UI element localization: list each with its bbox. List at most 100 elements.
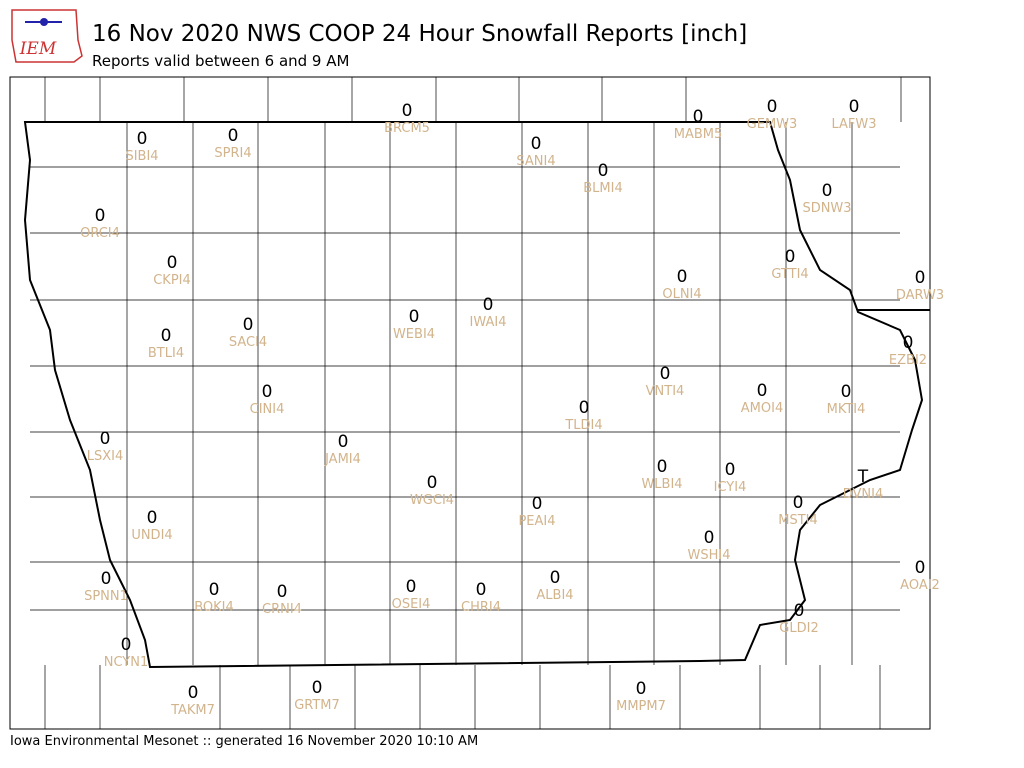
station-value: 0 <box>725 460 736 480</box>
station-label: SPRI4 <box>214 146 251 161</box>
station-value: 0 <box>402 101 413 121</box>
station-value: 0 <box>188 683 199 703</box>
station-label: CKPI4 <box>153 273 191 288</box>
station-label: BOKI4 <box>194 600 234 615</box>
station-value: 0 <box>767 97 778 117</box>
station-label: TAKM7 <box>170 703 215 718</box>
state-border <box>23 121 924 669</box>
station-value: 0 <box>95 206 106 226</box>
station-label: GLDI2 <box>779 621 818 636</box>
station-value: 0 <box>121 635 132 655</box>
station-label: OSEI4 <box>392 597 431 612</box>
station-value: 0 <box>427 473 438 493</box>
station-label: CINI4 <box>250 402 285 417</box>
station-label: JAMI4 <box>324 452 361 467</box>
station-value: 0 <box>849 97 860 117</box>
station-value: 0 <box>785 247 796 267</box>
station-label: OLNI4 <box>662 287 701 302</box>
station-value: 0 <box>409 307 420 327</box>
logo-text: IEM <box>19 39 57 59</box>
station-value: 0 <box>915 558 926 578</box>
station-label: LSXI4 <box>87 449 124 464</box>
station-value: 0 <box>100 429 111 449</box>
station-value: 0 <box>406 577 417 597</box>
station-label: BLMI4 <box>583 181 622 196</box>
county-lines <box>30 77 902 729</box>
station-label: TLDI4 <box>564 418 602 433</box>
station-label: MSTI4 <box>778 513 818 528</box>
station-label: EZBI2 <box>889 353 927 368</box>
station-value: 0 <box>903 333 914 353</box>
station-label: CRNI4 <box>262 602 302 617</box>
station-value: 0 <box>677 267 688 287</box>
station-value: 0 <box>915 268 926 288</box>
station-value: 0 <box>161 326 172 346</box>
station-value: 0 <box>312 678 323 698</box>
footer: Iowa Environmental Mesonet :: generated … <box>10 734 478 749</box>
station-label: SIBI4 <box>125 149 158 164</box>
station-value: T <box>857 467 869 487</box>
station-value: 0 <box>579 398 590 418</box>
station-value: 0 <box>841 382 852 402</box>
station-label: DVNI4 <box>843 487 884 502</box>
station-label: IWAI4 <box>470 315 507 330</box>
station-label: AOAI2 <box>900 578 940 593</box>
station-label: DARW3 <box>896 288 944 303</box>
title: 16 Nov 2020 NWS COOP 24 Hour Snowfall Re… <box>92 21 747 47</box>
station-value: 0 <box>657 457 668 477</box>
station-value: 0 <box>228 126 239 146</box>
station-label: MMPM7 <box>616 699 666 714</box>
station-label: AMOI4 <box>741 401 783 416</box>
station-value: 0 <box>209 580 220 600</box>
station-label: LAFW3 <box>831 117 876 132</box>
station-label: MABM5 <box>674 127 723 142</box>
station-value: 0 <box>822 181 833 201</box>
station-value: 0 <box>793 493 804 513</box>
station-label: CHRI4 <box>461 600 501 615</box>
logo: IEM <box>11 9 83 63</box>
subtitle: Reports valid between 6 and 9 AM <box>92 52 349 70</box>
station-label: SDNW3 <box>802 201 851 216</box>
station-value: 0 <box>277 582 288 602</box>
station-label: ICYI4 <box>714 480 747 495</box>
station-value: 0 <box>167 253 178 273</box>
station-label: WGCI4 <box>410 493 454 508</box>
station-value: 0 <box>338 432 349 452</box>
station-label: SPNN1 <box>84 589 128 604</box>
station-label: BTLI4 <box>148 346 184 361</box>
station-value: 0 <box>137 129 148 149</box>
station-value: 0 <box>531 134 542 154</box>
station-label: BRCM5 <box>384 121 430 136</box>
station-value: 0 <box>636 679 647 699</box>
station-label: ALBI4 <box>536 588 573 603</box>
station-label: WLBI4 <box>641 477 682 492</box>
station-label: NCYN1 <box>104 655 149 670</box>
station-value: 0 <box>262 382 273 402</box>
station-label: ORCI4 <box>80 226 120 241</box>
map-frame <box>9 76 931 730</box>
station-value: 0 <box>532 494 543 514</box>
station-value: 0 <box>550 568 561 588</box>
station-value: 0 <box>660 364 671 384</box>
station-label: UNDI4 <box>131 528 172 543</box>
station-label: WEBI4 <box>393 327 435 342</box>
station-value: 0 <box>101 569 112 589</box>
station-value: 0 <box>794 601 805 621</box>
station-label: MKTI4 <box>827 402 866 417</box>
station-label: WSHI4 <box>688 548 731 563</box>
station-label: VNTI4 <box>646 384 685 399</box>
station-label: GRTM7 <box>294 698 340 713</box>
station-value: 0 <box>243 315 254 335</box>
station-label: PEAI4 <box>518 514 555 529</box>
station-value: 0 <box>483 295 494 315</box>
station-value: 0 <box>693 107 704 127</box>
station-value: 0 <box>147 508 158 528</box>
station-value: 0 <box>476 580 487 600</box>
station-value: 0 <box>598 161 609 181</box>
station-label: GTTI4 <box>771 267 808 282</box>
station-label: SACI4 <box>229 335 267 350</box>
station-label: GEMW3 <box>747 117 798 132</box>
